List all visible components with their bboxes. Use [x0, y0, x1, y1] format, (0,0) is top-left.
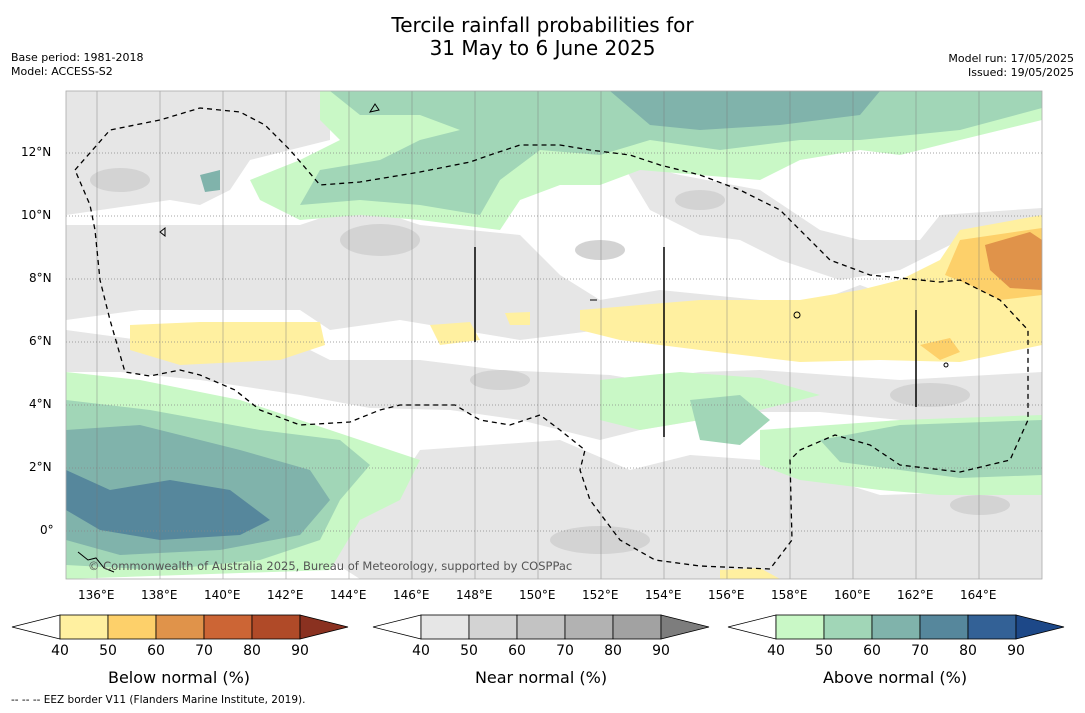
lon-label: 160°E: [834, 588, 871, 602]
eez-footnote: -- -- -- EEZ border V11 (Flanders Marine…: [11, 694, 306, 706]
near-tick: 40: [412, 643, 430, 659]
title-line-2: 31 May to 6 June 2025: [429, 36, 656, 60]
base-period: Base period: 1981-2018: [11, 51, 144, 64]
lon-label: 138°E: [141, 588, 178, 602]
colorbar-above: [727, 614, 1065, 640]
meta-right: Model run: 17/05/2025 Issued: 19/05/2025: [948, 52, 1074, 80]
below-tick: 90: [291, 643, 309, 659]
map-frame: [65, 90, 1043, 580]
lat-label: 0°: [40, 523, 54, 537]
map-title: Tercile rainfall probabilities for 31 Ma…: [0, 14, 1085, 60]
below-tick: 60: [147, 643, 165, 659]
lon-label: 140°E: [204, 588, 241, 602]
eez-borders: [74, 107, 1029, 570]
lon-label: 136°E: [78, 588, 115, 602]
colorbars: [11, 614, 1065, 640]
near-tick: 70: [556, 643, 574, 659]
above-tick: 90: [1007, 643, 1025, 659]
lat-label: 10°N: [21, 208, 52, 222]
lon-label: 162°E: [897, 588, 934, 602]
issued-date: Issued: 19/05/2025: [967, 66, 1074, 79]
colorbar-near: [372, 614, 710, 640]
lon-label: 142°E: [267, 588, 304, 602]
lon-label: 156°E: [708, 588, 745, 602]
near-tick: 60: [508, 643, 526, 659]
lat-label: 2°N: [29, 460, 52, 474]
above-tick: 50: [815, 643, 833, 659]
above-normal-title: Above normal (%): [822, 668, 968, 687]
near-tick: 50: [460, 643, 478, 659]
lon-label: 152°E: [582, 588, 619, 602]
lon-label: 154°E: [645, 588, 682, 602]
above-tick: 80: [959, 643, 977, 659]
model-name: Model: ACCESS-S2: [11, 65, 113, 78]
above-tick: 60: [863, 643, 881, 659]
graticule: [66, 152, 1042, 532]
lon-label: 158°E: [771, 588, 808, 602]
title-line-1: Tercile rainfall probabilities for: [391, 13, 694, 37]
probability-field: [66, 91, 1042, 579]
below-tick: 80: [243, 643, 261, 659]
colorbar-below: [11, 614, 349, 640]
below-tick: 40: [51, 643, 69, 659]
near-tick: 90: [652, 643, 670, 659]
above-tick: 70: [911, 643, 929, 659]
lon-label: 164°E: [960, 588, 997, 602]
lat-label: 8°N: [29, 271, 52, 285]
near-tick: 80: [604, 643, 622, 659]
black-meridian-lines: [474, 247, 917, 437]
model-run: Model run: 17/05/2025: [948, 52, 1074, 65]
below-tick: 50: [99, 643, 117, 659]
meta-left: Base period: 1981-2018 Model: ACCESS-S2: [11, 51, 143, 79]
lat-label: 12°N: [21, 145, 52, 159]
lon-label: 144°E: [330, 588, 367, 602]
below-tick: 70: [195, 643, 213, 659]
above-tick: 40: [767, 643, 785, 659]
lon-label: 146°E: [393, 588, 430, 602]
lat-label: 4°N: [29, 397, 52, 411]
lon-label: 148°E: [456, 588, 493, 602]
copyright-notice: © Commonwealth of Australia 2025, Bureau…: [88, 559, 573, 573]
lat-label: 6°N: [29, 334, 52, 348]
islands: [77, 103, 949, 573]
lon-label: 150°E: [519, 588, 556, 602]
below-normal-title: Below normal (%): [107, 668, 251, 687]
near-normal-title: Near normal (%): [474, 668, 608, 687]
